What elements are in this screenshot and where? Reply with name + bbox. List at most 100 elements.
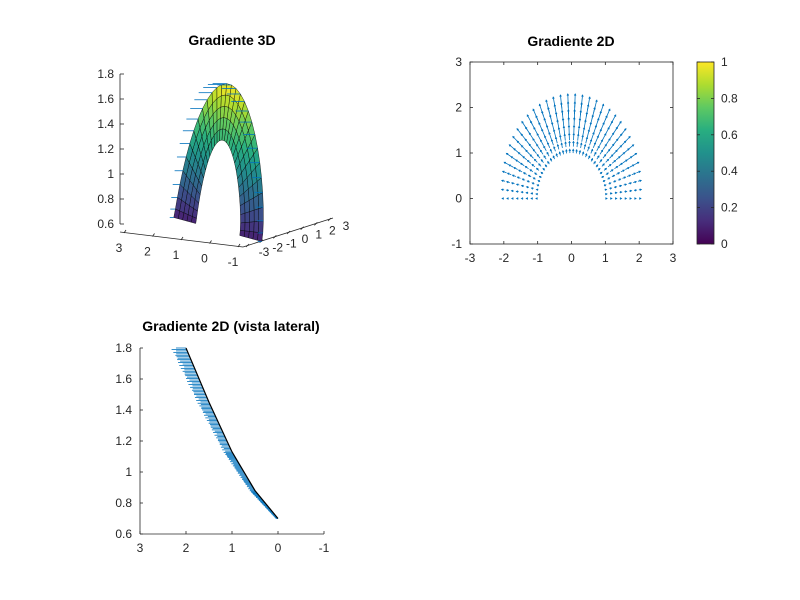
- gradient-arrows-3d: [169, 83, 264, 242]
- quiver-arrow: [549, 157, 553, 162]
- x-tick-mark: [237, 243, 241, 248]
- quiver-arrow: [627, 156, 633, 161]
- surface-plot: [173, 83, 264, 242]
- quiver-arrow: [544, 164, 548, 168]
- quiver-arrow: [505, 180, 510, 184]
- quiver-arrow: [609, 192, 613, 195]
- quiver-arrow: [631, 152, 638, 158]
- quiver-arrow: [559, 134, 562, 142]
- quiver-arrow: [508, 164, 514, 168]
- quiver-arrow: [561, 149, 565, 155]
- quiver-arrow: [593, 99, 598, 113]
- quiver-arrow: [589, 138, 593, 146]
- quiver-arrow: [620, 152, 626, 157]
- quiver-arrow: [531, 163, 536, 168]
- title-gradient-2d: Gradiente 2D: [527, 33, 614, 49]
- x-tick-label: 2: [636, 251, 643, 265]
- surface-patch: [253, 208, 259, 222]
- y-tick-mark: [327, 217, 332, 222]
- quiver-arrow: [585, 136, 589, 144]
- x-tick-label: 0: [201, 252, 208, 266]
- quiver-arrow: [616, 145, 623, 151]
- quiver-arrow: [524, 166, 529, 170]
- quiver-arrow: [595, 164, 599, 168]
- axis-ticks: 3 2 1 0 -1 0.6 0.8 1 1.2 1.4 1.6 1.8: [115, 341, 329, 555]
- quiver-arrow: [526, 159, 532, 164]
- y-tick-label: 1: [125, 465, 132, 479]
- quiver-arrow: [571, 148, 575, 154]
- quiver-arrow: [590, 148, 594, 154]
- quiver-arrow: [520, 191, 524, 194]
- quiver-arrow: [597, 167, 601, 171]
- quiver-arrow: [615, 155, 621, 161]
- quiver-arrow: [575, 148, 578, 154]
- surface-patch: [240, 212, 246, 224]
- x-tick-mark: [123, 229, 127, 234]
- quiver-arrow: [518, 169, 523, 173]
- colorbar: [696, 61, 715, 245]
- quiver-arrow: [607, 163, 612, 168]
- quiver-arrow: [580, 142, 583, 149]
- y-tick-mark: [314, 222, 318, 226]
- quiver-arrow: [564, 141, 567, 148]
- y-tick-label: -3: [259, 245, 270, 259]
- quiver-arrow: [530, 197, 533, 200]
- y-tick-mark: [300, 226, 304, 230]
- surface-patch: [221, 83, 227, 97]
- quiver-arrow: [526, 114, 533, 125]
- colorbar-tick-label: 0.8: [721, 91, 738, 105]
- quiver-arrow: [633, 189, 638, 192]
- z-tick-label: 1.2: [97, 142, 114, 156]
- quiver-arrow: [568, 132, 571, 141]
- colorbar-tick-label: 1: [721, 55, 728, 69]
- quiver-arrow: [545, 99, 550, 113]
- surface-patch: [249, 209, 255, 223]
- quiver-arrow: [536, 143, 541, 150]
- quiver-arrow: [605, 197, 608, 200]
- quiver-arrow: [549, 148, 553, 154]
- z-axis: 0.6 0.8 1 1.2 1.4 1.6 1.8: [97, 67, 124, 231]
- quiver-arrow: [538, 103, 544, 116]
- y-tick-label: 3: [343, 219, 350, 233]
- surface-profile-curve: [185, 347, 279, 519]
- quiver-arrow: [609, 187, 613, 190]
- quiver-arrow: [500, 188, 505, 191]
- quiver-arrow: [568, 148, 572, 154]
- quiver-arrow: [601, 175, 605, 179]
- y-tick-mark: [273, 235, 277, 239]
- x-tick-label: -2: [498, 251, 509, 265]
- surface-patch: [258, 220, 264, 234]
- quiver-arrow: [566, 93, 570, 108]
- quiver-arrow: [563, 133, 566, 141]
- quiver-arrow: [544, 135, 548, 143]
- y-tick-label: -2: [272, 241, 283, 255]
- quiver-arrow: [634, 161, 640, 166]
- quiver-arrow: [599, 139, 603, 146]
- quiver-arrow: [550, 138, 554, 146]
- quiver-arrow: [634, 197, 637, 200]
- quiver-arrow: [531, 182, 535, 185]
- quiver-arrow: [637, 179, 642, 182]
- quiver-arrow: [519, 162, 525, 167]
- quiver-arrow: [532, 177, 536, 180]
- quiver-arrow: [521, 120, 528, 130]
- quiver-arrow: [618, 184, 623, 188]
- quiver-arrow: [510, 197, 514, 200]
- quiver-arrow: [510, 182, 515, 185]
- z-tick-label: 1: [107, 167, 114, 181]
- quiver-arrow: [539, 149, 544, 155]
- x-tick-label: -1: [319, 541, 330, 555]
- quiver-arrow: [605, 158, 610, 163]
- surface-patch: [240, 222, 246, 232]
- x-tick-label: 2: [144, 245, 151, 259]
- surface-patch: [220, 94, 226, 108]
- quiver-arrow: [581, 134, 584, 142]
- quiver-arrow: [596, 155, 600, 160]
- quiver-arrow: [529, 154, 534, 159]
- quiver-arrow: [623, 183, 628, 186]
- quiver-arrow: [543, 145, 547, 152]
- y-tick-label: 1.8: [115, 341, 132, 355]
- quiver-arrow: [587, 145, 590, 152]
- quiver-arrow: [596, 145, 600, 152]
